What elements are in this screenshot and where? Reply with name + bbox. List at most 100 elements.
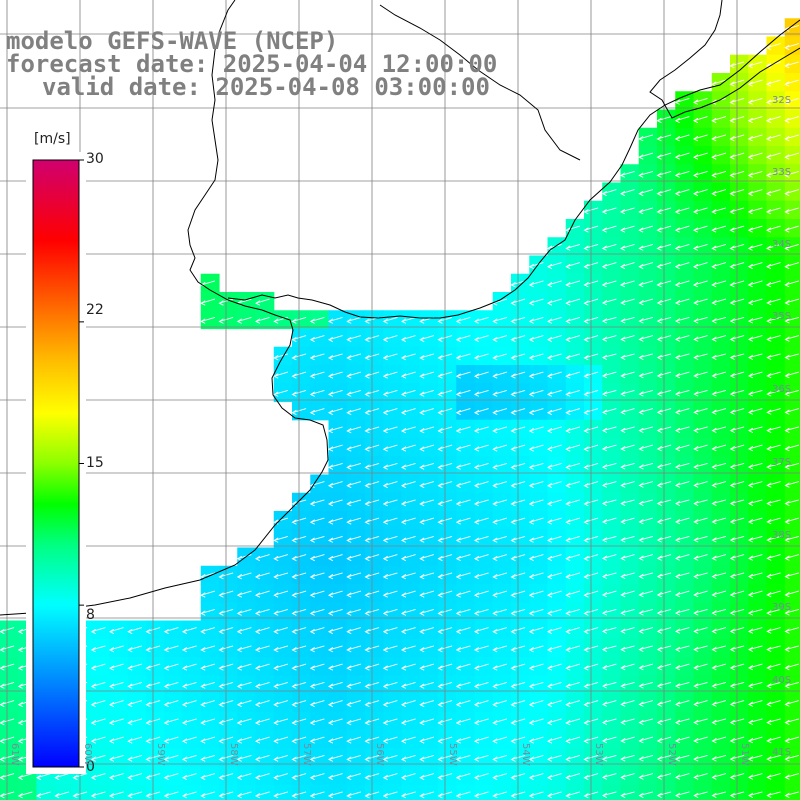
wind-arrow bbox=[601, 499, 617, 507]
wind-arrow bbox=[473, 754, 489, 762]
wind-speed-cell bbox=[711, 693, 731, 713]
wind-speed-cell bbox=[565, 273, 585, 293]
wind-arrow bbox=[711, 280, 727, 288]
wind-arrow bbox=[656, 590, 672, 598]
wind-arrow bbox=[693, 517, 708, 525]
wind-arrow bbox=[620, 572, 635, 580]
wind-arrow bbox=[656, 681, 672, 689]
wind-speed-cell bbox=[730, 365, 749, 384]
wind-arrow bbox=[455, 389, 471, 397]
wind-arrow bbox=[693, 773, 708, 780]
wind-arrow bbox=[254, 773, 270, 781]
wind-speed-cell bbox=[711, 273, 731, 293]
wind-arrow bbox=[528, 517, 544, 525]
wind-speed-cell bbox=[383, 328, 403, 348]
wind-arrow bbox=[620, 754, 635, 762]
wind-speed-cell bbox=[109, 766, 129, 786]
title-forecast-date: forecast date: 2025-04-04 12:00:00 bbox=[6, 50, 498, 78]
wind-arrow bbox=[747, 79, 763, 87]
wind-arrow bbox=[620, 645, 635, 653]
wind-speed-cell bbox=[164, 620, 184, 640]
wind-speed-cell bbox=[657, 657, 676, 676]
wind-arrow bbox=[127, 681, 143, 689]
wind-speed-cell bbox=[401, 584, 421, 603]
wind-arrow bbox=[601, 517, 617, 525]
wind-arrow bbox=[565, 535, 581, 543]
wind-arrow bbox=[638, 207, 654, 215]
wind-speed-cell bbox=[784, 693, 800, 713]
wind-speed-cell bbox=[638, 492, 658, 512]
wind-speed-cell bbox=[219, 602, 238, 622]
wind-arrow bbox=[747, 608, 763, 616]
wind-arrow bbox=[163, 681, 179, 689]
wind-speed-cell bbox=[419, 784, 439, 800]
wind-speed-cell bbox=[328, 584, 348, 603]
wind-speed-cell bbox=[711, 182, 731, 202]
wind-speed-cell bbox=[255, 547, 275, 567]
wind-speed-cell bbox=[565, 620, 585, 640]
wind-speed-cell bbox=[383, 511, 403, 530]
wind-arrow bbox=[473, 718, 489, 726]
wind-arrow bbox=[346, 444, 362, 452]
wind-arrow bbox=[419, 389, 435, 397]
wind-speed-cell bbox=[565, 419, 585, 439]
wind-speed-cell bbox=[310, 657, 330, 676]
wind-speed-cell bbox=[584, 547, 603, 567]
wind-arrow bbox=[419, 572, 435, 580]
wind-arrow bbox=[765, 43, 781, 51]
wind-arrow bbox=[327, 590, 343, 598]
wind-arrow bbox=[400, 718, 416, 726]
wind-speed-cell bbox=[438, 693, 457, 713]
wind-speed-cell bbox=[547, 693, 567, 713]
wind-speed-cell bbox=[693, 328, 713, 348]
wind-arrow bbox=[729, 481, 745, 488]
wind-speed-cell bbox=[565, 328, 585, 348]
wind-arrow bbox=[455, 353, 471, 361]
wind-speed-cell bbox=[711, 529, 731, 549]
wind-arrow bbox=[565, 335, 581, 343]
wind-speed-cell bbox=[657, 638, 676, 658]
wind-speed-cell bbox=[328, 346, 348, 366]
lon-label-53w: 53W bbox=[593, 743, 604, 766]
wind-speed-cell bbox=[675, 219, 695, 238]
lat-label-37s: 37S bbox=[772, 457, 792, 468]
wind-speed-cell bbox=[328, 638, 348, 658]
wind-arrow bbox=[674, 791, 690, 799]
wind-speed-cell bbox=[365, 620, 384, 640]
wind-speed-cell bbox=[675, 456, 695, 476]
wind-speed-cell bbox=[511, 711, 530, 731]
wind-arrow bbox=[528, 681, 544, 689]
wind-speed-cell bbox=[456, 620, 476, 640]
wind-arrow bbox=[784, 79, 800, 87]
wind-arrow bbox=[674, 645, 690, 653]
wind-arrow bbox=[528, 554, 544, 562]
wind-speed-cell bbox=[748, 200, 768, 220]
wind-arrow bbox=[674, 754, 690, 762]
wind-speed-cell bbox=[237, 693, 257, 713]
wind-speed-cell bbox=[584, 638, 603, 658]
wind-arrow bbox=[747, 170, 763, 178]
wind-arrow bbox=[382, 627, 398, 635]
wind-speed-cell bbox=[365, 711, 384, 731]
wind-speed-cell bbox=[730, 292, 749, 311]
wind-speed-cell bbox=[346, 310, 366, 330]
wind-arrow bbox=[273, 535, 289, 543]
wind-speed-cell bbox=[638, 547, 658, 567]
wind-arrow bbox=[254, 681, 270, 689]
wind-speed-cell bbox=[146, 748, 165, 768]
wind-speed-cell bbox=[565, 456, 585, 476]
wind-arrow bbox=[455, 316, 471, 324]
wind-speed-cell bbox=[748, 255, 768, 275]
wind-speed-cell bbox=[784, 456, 800, 476]
wind-speed-cell bbox=[693, 164, 713, 184]
wind-speed-cell bbox=[219, 730, 238, 749]
wind-speed-cell bbox=[784, 474, 800, 494]
wind-speed-cell bbox=[693, 310, 713, 330]
wind-speed-cell bbox=[346, 529, 366, 549]
wind-speed-cell bbox=[164, 766, 184, 786]
wind-speed-cell bbox=[237, 584, 257, 603]
wind-arrow bbox=[528, 590, 544, 598]
wind-arrow bbox=[693, 754, 708, 762]
wind-speed-cell bbox=[620, 748, 640, 768]
wind-speed-cell bbox=[127, 657, 147, 676]
